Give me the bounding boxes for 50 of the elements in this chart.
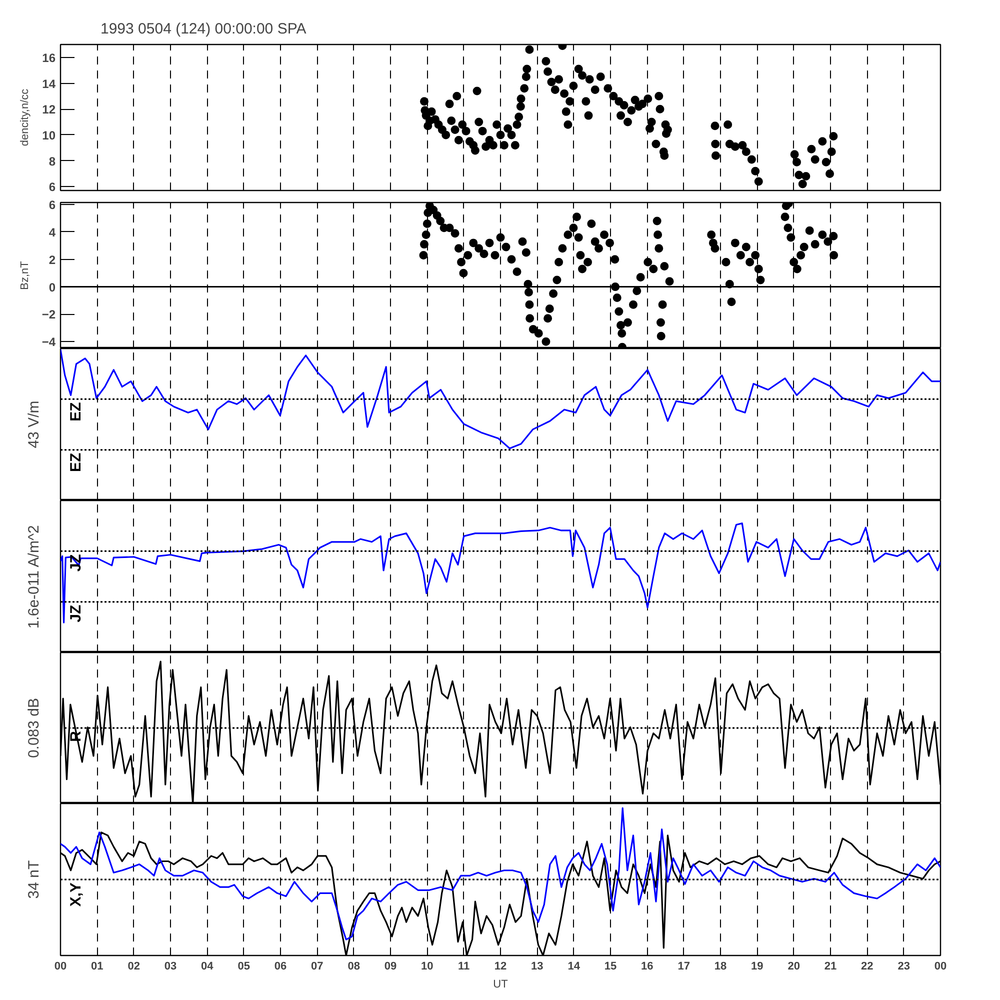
y-axis-title: 0.083 dB — [26, 698, 42, 758]
x-tick-label: 07 — [311, 960, 324, 972]
x-tick-label: 23 — [898, 960, 910, 972]
ref-line-label: X,Y — [68, 882, 84, 907]
x-tick-label: 11 — [458, 960, 470, 972]
x-tick-label: 21 — [824, 960, 837, 972]
x-tick-label: 03 — [164, 960, 177, 972]
x-tick-label: 12 — [494, 960, 507, 972]
x-tick-label: 15 — [604, 960, 617, 972]
ref-line-label: EZ — [68, 452, 84, 472]
x-tick-label: 09 — [384, 960, 397, 972]
x-tick-label: 00 — [934, 960, 947, 972]
x-tick-label: 14 — [568, 960, 581, 972]
x-tick-label: 08 — [348, 960, 360, 972]
x-tick-label: 04 — [201, 960, 214, 972]
x-tick-label: 06 — [274, 960, 287, 972]
y-tick-label: 14 — [42, 76, 56, 91]
y-tick-label: 2 — [48, 252, 56, 267]
y-tick-label: 8 — [48, 154, 56, 168]
y-axis-title: dencity,n/cc — [19, 88, 32, 146]
x-tick-label: 18 — [714, 960, 727, 972]
x-tick-label: 00 — [54, 960, 67, 972]
ref-line-label: JZ — [68, 604, 84, 622]
x-tick-label: 19 — [751, 960, 764, 972]
y-tick-label: 12 — [42, 102, 56, 117]
y-axis-title: 1.6e-011 A/m^2 — [26, 525, 42, 629]
y-tick-label: 6 — [48, 198, 56, 212]
x-tick-label: 02 — [128, 960, 140, 972]
x-axis-title: UT — [493, 978, 508, 990]
chart-title: 1993 0504 (124) 00:00:00 SPA — [100, 20, 306, 38]
x-tick-label: 01 — [91, 960, 104, 972]
x-tick-label: 20 — [788, 960, 800, 972]
y-tick-label: 10 — [42, 128, 56, 142]
y-tick-label: 0 — [48, 280, 56, 294]
y-axis-title: Bz,nT — [18, 260, 31, 290]
x-tick-label: 05 — [238, 960, 250, 972]
x-tick-label: 22 — [861, 960, 874, 972]
x-tick-label: 13 — [531, 960, 544, 972]
x-tick-label: 10 — [421, 960, 434, 972]
y-tick-label: 16 — [42, 50, 56, 65]
y-tick-label: 6 — [48, 180, 56, 194]
y-tick-label: 4 — [48, 225, 56, 240]
x-tick-label: 16 — [641, 960, 654, 972]
x-tick-label: 17 — [678, 960, 690, 972]
y-tick-label: −4 — [42, 335, 56, 350]
y-axis-title: 34 nT — [26, 860, 42, 899]
ref-line-label: JZ — [68, 554, 84, 572]
ref-line-label: EZ — [68, 402, 84, 422]
y-tick-label: −2 — [42, 308, 56, 322]
y-axis-title: 43 V/m — [26, 400, 42, 448]
